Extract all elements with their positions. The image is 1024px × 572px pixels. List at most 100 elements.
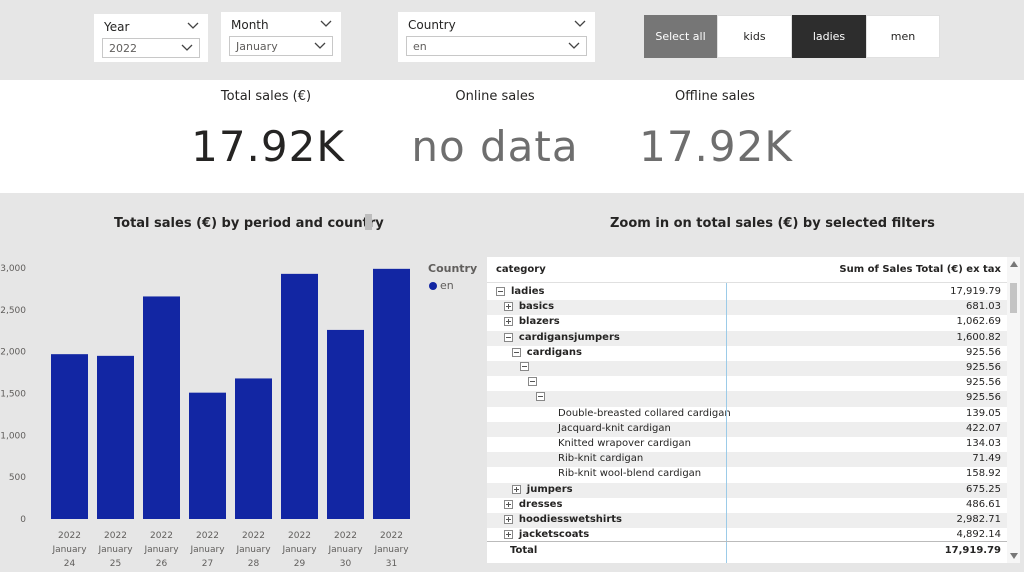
chevron-down-icon: [314, 42, 326, 49]
select-all-button[interactable]: Select all: [644, 15, 717, 58]
row-category: Rib-knit wool-blend cardigan: [558, 468, 701, 479]
y-tick-label: 1,000: [0, 431, 26, 441]
country-dropdown[interactable]: en: [406, 36, 587, 56]
row-value: 2,982.71: [956, 514, 1001, 525]
collapse-minus-icon[interactable]: [519, 362, 529, 371]
row-value: 1,600.82: [956, 331, 1001, 343]
table-row: jumpers 675.25: [487, 482, 1007, 498]
row-label: blazers: [518, 316, 560, 328]
focus-mode-handle[interactable]: [365, 214, 372, 230]
row-value: 158.92: [966, 468, 1001, 480]
bar[interactable]: [327, 329, 364, 519]
men-button[interactable]: men: [866, 15, 940, 58]
scroll-down-icon[interactable]: [1010, 553, 1018, 559]
month-dropdown[interactable]: January: [229, 36, 333, 56]
row-value: 139.05: [966, 407, 1001, 419]
row-category: [519, 362, 535, 371]
total-sales-title: Total sales (€): [220, 89, 312, 104]
y-tick-label: 3,000: [0, 264, 26, 274]
x-tick-label: 31: [386, 559, 397, 569]
row-value: 681.03: [966, 301, 1001, 313]
table-row: Knitted wrapover cardigan 134.03: [487, 437, 1007, 452]
bar[interactable]: [51, 354, 88, 519]
chevron-down-icon[interactable]: [573, 17, 587, 31]
x-tick-label: 29: [294, 559, 306, 569]
expand-plus-icon[interactable]: [503, 515, 513, 524]
expand-plus-icon[interactable]: [503, 317, 513, 327]
bar[interactable]: [373, 268, 410, 519]
row-label: Jacquard-knit cardigan: [558, 422, 671, 434]
online-sales-title: Online sales: [455, 89, 535, 104]
row-category: ladies: [496, 286, 545, 297]
row-category: jacketscoats: [503, 529, 589, 540]
collapse-minus-icon[interactable]: [527, 377, 537, 387]
row-value: 675.25: [966, 483, 1001, 495]
row-category: basics: [503, 301, 554, 312]
collapse-minus-icon[interactable]: [511, 347, 521, 357]
x-tick-label: 24: [64, 559, 76, 569]
bar[interactable]: [189, 392, 226, 519]
expand-plus-icon[interactable]: [511, 484, 521, 494]
kids-button[interactable]: kids: [717, 15, 792, 58]
row-label: Rib-knit wool-blend cardigan: [558, 468, 702, 480]
x-tick-label: 2022: [334, 531, 357, 541]
legend-label: en: [440, 279, 454, 292]
ladies-button[interactable]: ladies: [792, 15, 866, 58]
x-tick-label: January: [143, 545, 179, 555]
kpi-band: Total sales (€) 17.92K Online sales no d…: [0, 80, 1024, 193]
x-tick-label: January: [51, 545, 87, 555]
chevron-down-icon[interactable]: [319, 17, 333, 31]
expand-plus-icon[interactable]: [503, 530, 513, 540]
bar[interactable]: [143, 296, 180, 519]
table-title: Zoom in on total sales (€) by selected f…: [610, 216, 935, 231]
x-tick-label: January: [373, 545, 409, 555]
row-value: 71.49: [972, 453, 1001, 465]
table-row: Rib-knit cardigan 71.49: [487, 452, 1007, 468]
table-total-row: Total 17,919.79: [487, 541, 1007, 559]
table-row: basics 681.03: [487, 300, 1007, 316]
expand-plus-icon[interactable]: [503, 302, 513, 312]
x-tick-label: 30: [340, 559, 352, 569]
row-label: cardigansjumpers: [518, 331, 620, 343]
scroll-thumb[interactable]: [1010, 283, 1017, 313]
scroll-up-icon[interactable]: [1010, 261, 1018, 267]
x-tick-label: 2022: [242, 531, 265, 541]
bar[interactable]: [235, 378, 272, 519]
x-tick-label: 26: [156, 559, 168, 569]
collapse-minus-icon[interactable]: [503, 332, 513, 342]
table-row: 925.56: [487, 361, 1007, 377]
x-tick-label: 2022: [288, 531, 311, 541]
row-label: hoodiesswetshirts: [518, 514, 622, 525]
x-tick-label: 2022: [196, 531, 219, 541]
chevron-down-icon: [181, 44, 193, 51]
collapse-minus-icon[interactable]: [535, 392, 545, 402]
month-slicer-label: Month: [231, 18, 269, 32]
x-tick-label: 25: [110, 559, 121, 569]
header-sum[interactable]: Sum of Sales Total (€) ex tax: [839, 264, 1001, 275]
total-label: Total: [510, 545, 538, 556]
x-tick-label: 28: [248, 559, 260, 569]
online-sales-value: no data: [411, 122, 579, 171]
y-tick-label: 2,500: [0, 306, 26, 316]
x-tick-label: 2022: [380, 531, 403, 541]
table-row: jacketscoats 4,892.14: [487, 528, 1007, 543]
row-value: 4,892.14: [956, 529, 1001, 541]
offline-sales-value: 17.92K: [639, 122, 793, 171]
collapse-minus-icon[interactable]: [496, 287, 505, 296]
bar[interactable]: [281, 273, 318, 519]
row-value: 134.03: [966, 438, 1001, 449]
table-row: hoodiesswetshirts 2,982.71: [487, 513, 1007, 529]
row-label: cardigans: [526, 346, 582, 358]
x-tick-label: January: [189, 545, 225, 555]
table-scrollbar[interactable]: [1007, 257, 1020, 563]
bar[interactable]: [97, 355, 134, 519]
expand-plus-icon[interactable]: [503, 499, 513, 509]
header-category[interactable]: category: [496, 264, 546, 275]
legend-item-en[interactable]: en: [429, 279, 454, 292]
year-dropdown[interactable]: 2022: [102, 38, 200, 58]
table-row: blazers 1,062.69: [487, 315, 1007, 330]
y-tick-label: 2,000: [0, 348, 26, 358]
row-category: [535, 392, 551, 402]
chevron-down-icon[interactable]: [186, 19, 200, 33]
x-tick-label: 2022: [150, 531, 173, 541]
